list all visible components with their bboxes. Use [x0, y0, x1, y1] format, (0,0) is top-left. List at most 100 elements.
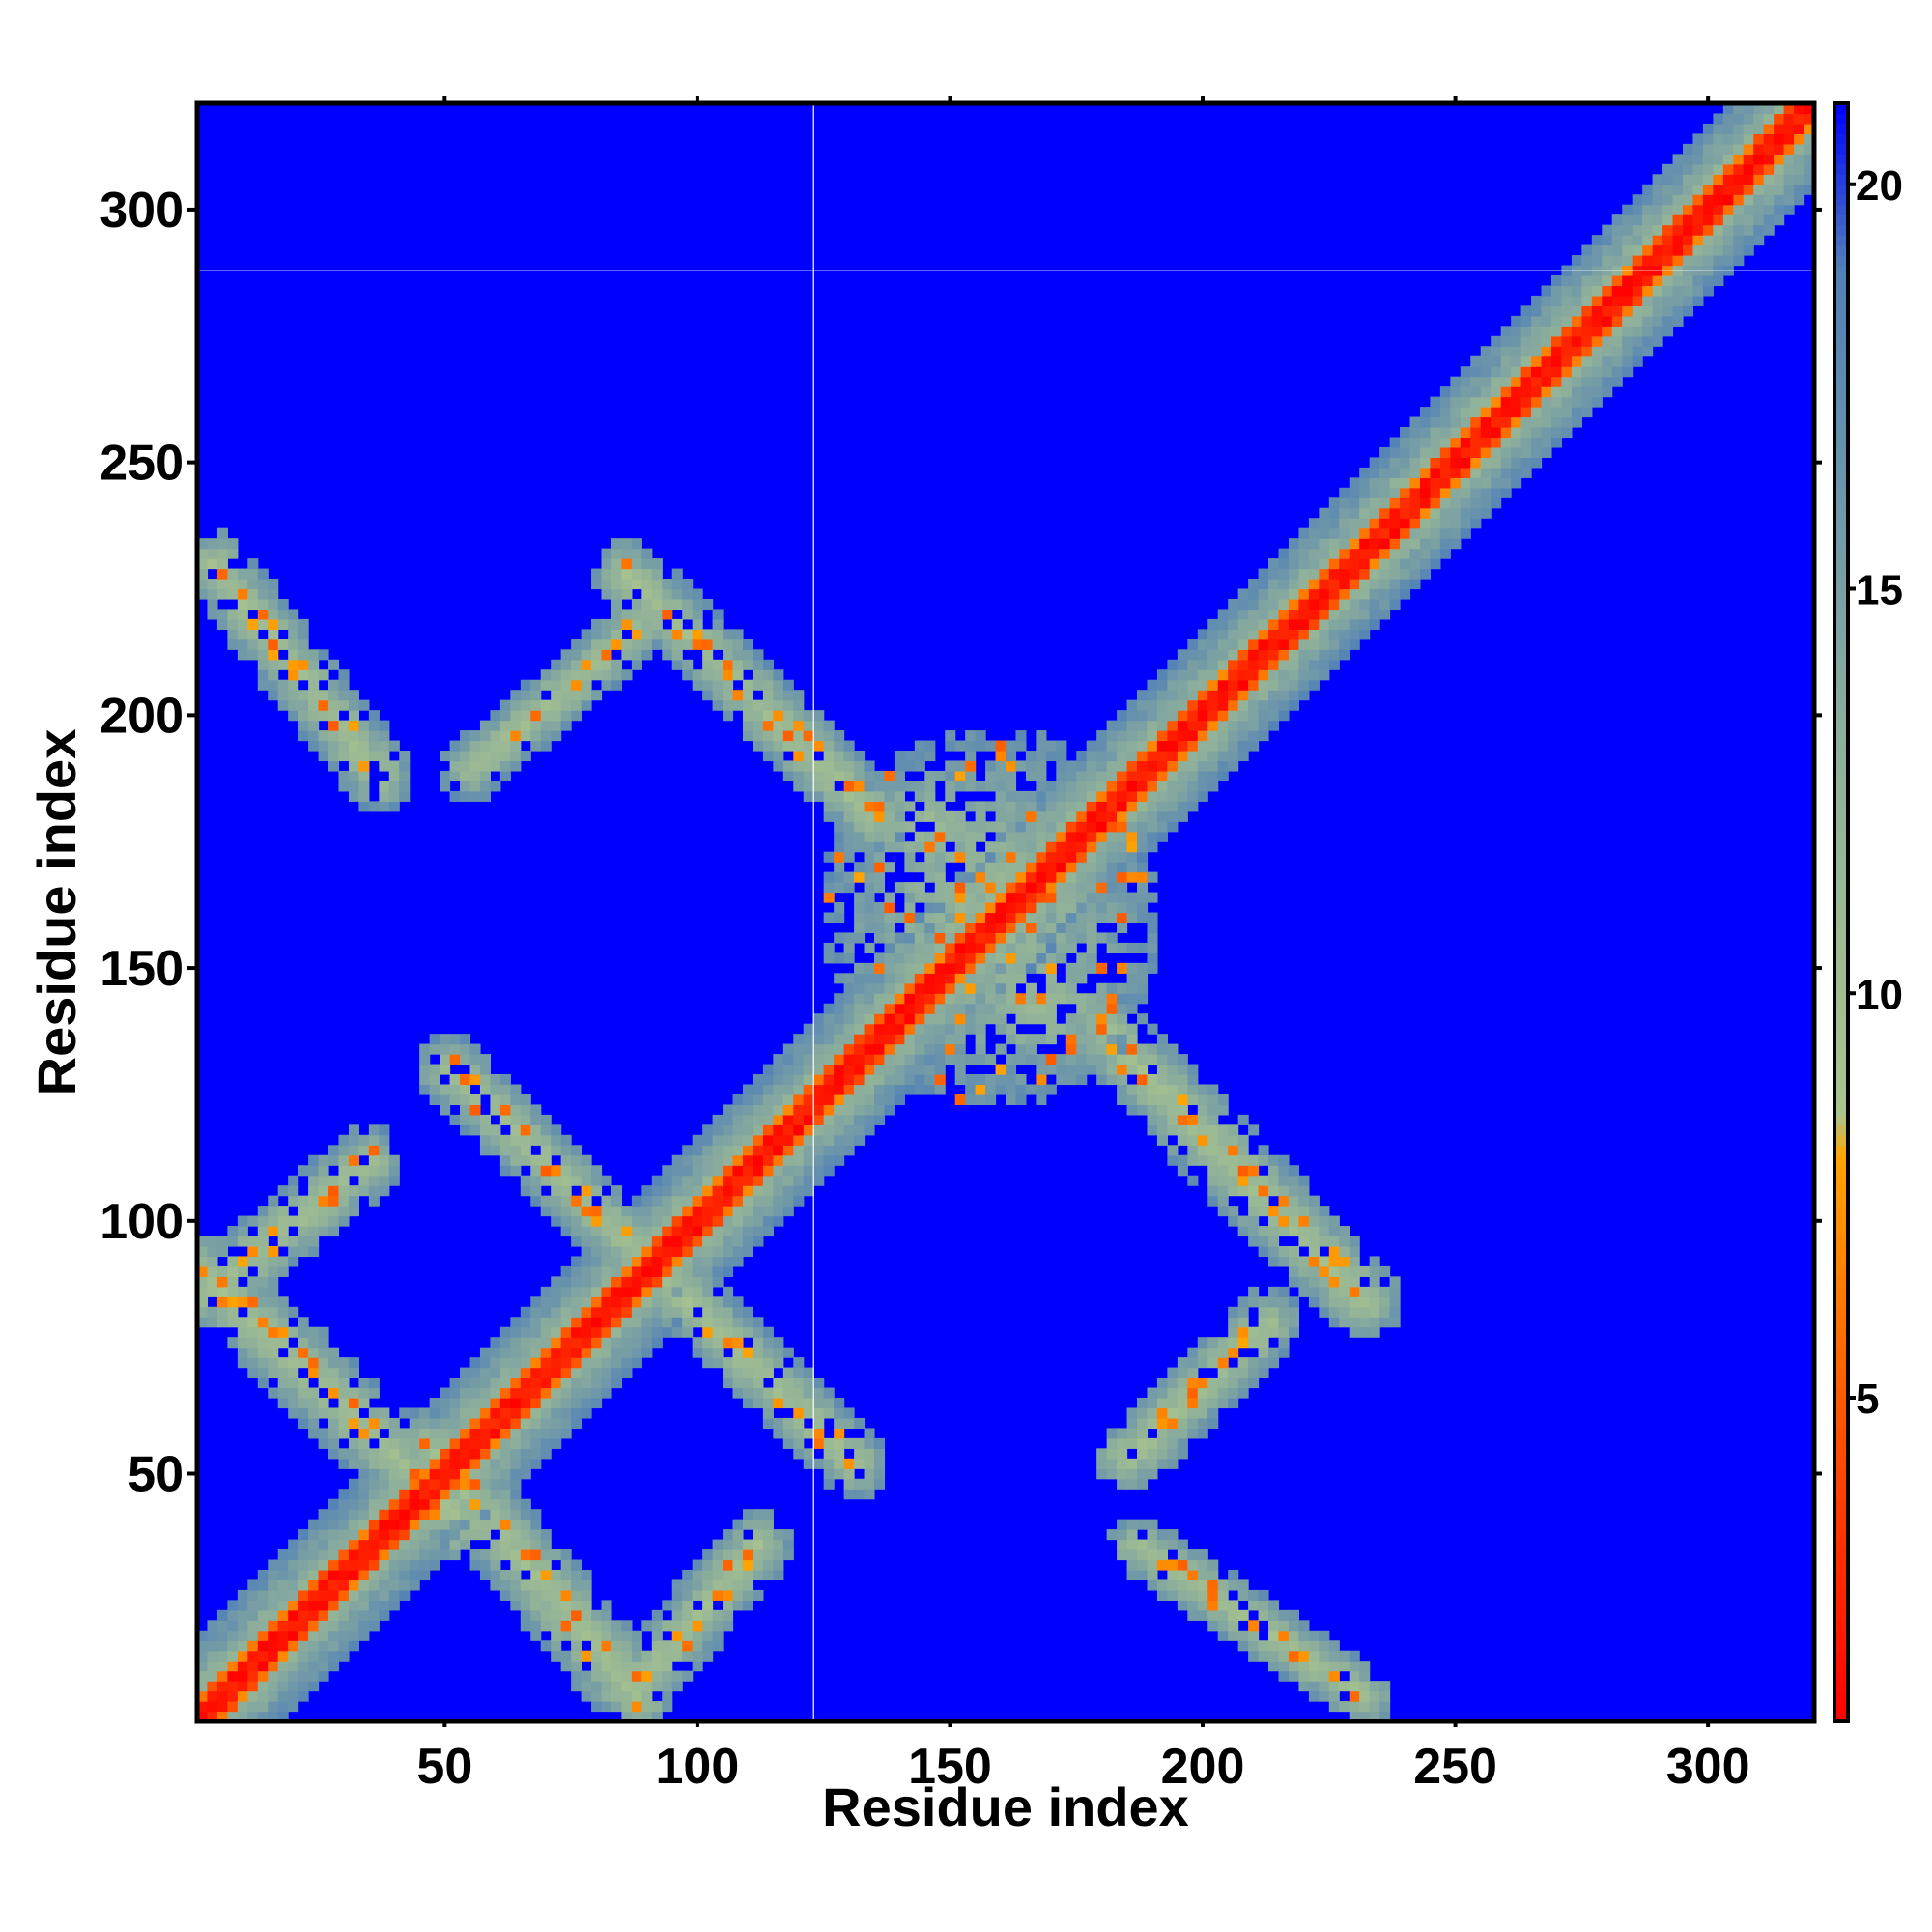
heatmap-cell [348, 710, 359, 722]
heatmap-cell [1056, 851, 1067, 863]
heatmap-cell [1167, 1104, 1179, 1116]
heatmap-cell [1733, 174, 1745, 185]
heatmap-cell [1137, 851, 1149, 863]
heatmap-cell [762, 1407, 774, 1419]
heatmap-cell [843, 831, 855, 842]
heatmap-cell [469, 1559, 481, 1571]
heatmap-cell [288, 1690, 299, 1702]
heatmap-cell [1288, 1609, 1300, 1621]
heatmap-cell [1520, 396, 1532, 408]
heatmap-cell [1602, 255, 1613, 267]
heatmap-cell [268, 1256, 279, 1267]
heatmap-cell [1339, 1296, 1350, 1308]
heatmap-cell [954, 882, 966, 894]
heatmap-cell [298, 1317, 309, 1328]
heatmap-cell [651, 1265, 663, 1277]
heatmap-cell [560, 1589, 572, 1601]
heatmap-cell [742, 1245, 754, 1258]
heatmap-cell [1258, 699, 1269, 711]
heatmap-cell [813, 1417, 825, 1430]
heatmap-cell [762, 1509, 774, 1520]
heatmap-cell [1511, 366, 1522, 378]
heatmap-cell [338, 679, 350, 691]
heatmap-cell [1359, 1317, 1371, 1328]
heatmap-cell [1278, 1286, 1290, 1297]
heatmap-cell [1611, 305, 1623, 317]
heatmap-cell [499, 1428, 511, 1439]
heatmap-cell [965, 871, 977, 883]
heatmap-cell [1177, 1367, 1188, 1378]
heatmap-cell [1036, 902, 1047, 914]
heatmap-cell [298, 1407, 309, 1419]
heatmap-cell [1722, 143, 1734, 155]
heatmap-cell [510, 1084, 522, 1095]
heatmap-cell [581, 1296, 592, 1308]
heatmap-cell [1117, 1539, 1128, 1550]
heatmap-cell [1197, 1114, 1208, 1125]
heatmap-cell [621, 669, 633, 681]
heatmap-cell [216, 527, 228, 539]
heatmap-cell [762, 690, 774, 701]
heatmap-cell [1379, 527, 1391, 539]
heatmap-cell [1065, 760, 1077, 772]
heatmap-cell [268, 579, 279, 590]
heatmap-cell [834, 1428, 845, 1439]
heatmap-cell [449, 1468, 461, 1480]
heatmap-cell [934, 1084, 946, 1095]
heatmap-cell [671, 1306, 683, 1318]
heatmap-cell [1430, 477, 1441, 489]
heatmap-cell [510, 1124, 522, 1136]
heatmap-cell [621, 1286, 633, 1297]
heatmap-cell [207, 588, 218, 600]
heatmap-cell [338, 1367, 350, 1378]
heatmap-cell [1591, 305, 1603, 317]
heatmap-cell [702, 1206, 714, 1217]
heatmap-cell [409, 1539, 420, 1550]
heatmap-cell [1025, 841, 1037, 853]
heatmap-cell [1278, 639, 1290, 650]
heatmap-cell [318, 1661, 329, 1672]
heatmap-cell [460, 1498, 471, 1510]
heatmap-cell [429, 1084, 440, 1095]
heatmap-cell [1147, 871, 1158, 883]
heatmap-cell [803, 1084, 814, 1095]
heatmap-cell [884, 801, 895, 812]
heatmap-cell [388, 1498, 400, 1510]
heatmap-cell [1065, 841, 1077, 853]
heatmap-cell [207, 1236, 218, 1247]
heatmap-cell [571, 639, 582, 650]
heatmap-cell [358, 1579, 370, 1591]
heatmap-cell [1278, 1630, 1290, 1641]
heatmap-cell [702, 690, 714, 701]
heatmap-cell [753, 1569, 764, 1581]
heatmap-cell [338, 1215, 350, 1227]
heatmap-cell [1187, 1417, 1199, 1430]
heatmap-cell [712, 618, 724, 630]
heatmap-cell [1480, 407, 1492, 418]
heatmap-cell [1268, 568, 1280, 580]
heatmap-cell [388, 760, 400, 772]
heatmap-cell [854, 892, 866, 903]
heatmap-cell [581, 1367, 592, 1378]
heatmap-cell [985, 851, 997, 863]
heatmap-cell [1632, 224, 1643, 236]
heatmap-cell [449, 1519, 461, 1530]
heatmap-cell [854, 831, 866, 842]
heatmap-cell [702, 1236, 714, 1247]
heatmap-cell [682, 669, 694, 681]
heatmap-cell [1106, 831, 1118, 842]
heatmap-cell [995, 801, 1007, 812]
heatmap-cell [1733, 204, 1745, 215]
heatmap-cell [298, 1165, 309, 1177]
heatmap-cell [864, 1104, 875, 1116]
heatmap-cell [662, 1265, 673, 1277]
heatmap-cell [914, 922, 925, 934]
heatmap-cell [277, 1265, 289, 1277]
heatmap-cell [662, 1620, 673, 1632]
heatmap-cell [1400, 548, 1411, 559]
heatmap-cell [591, 1185, 603, 1197]
heatmap-cell [530, 1509, 542, 1520]
heatmap-cell [742, 710, 754, 722]
heatmap-cell [591, 1286, 603, 1297]
heatmap-cell [975, 962, 986, 974]
